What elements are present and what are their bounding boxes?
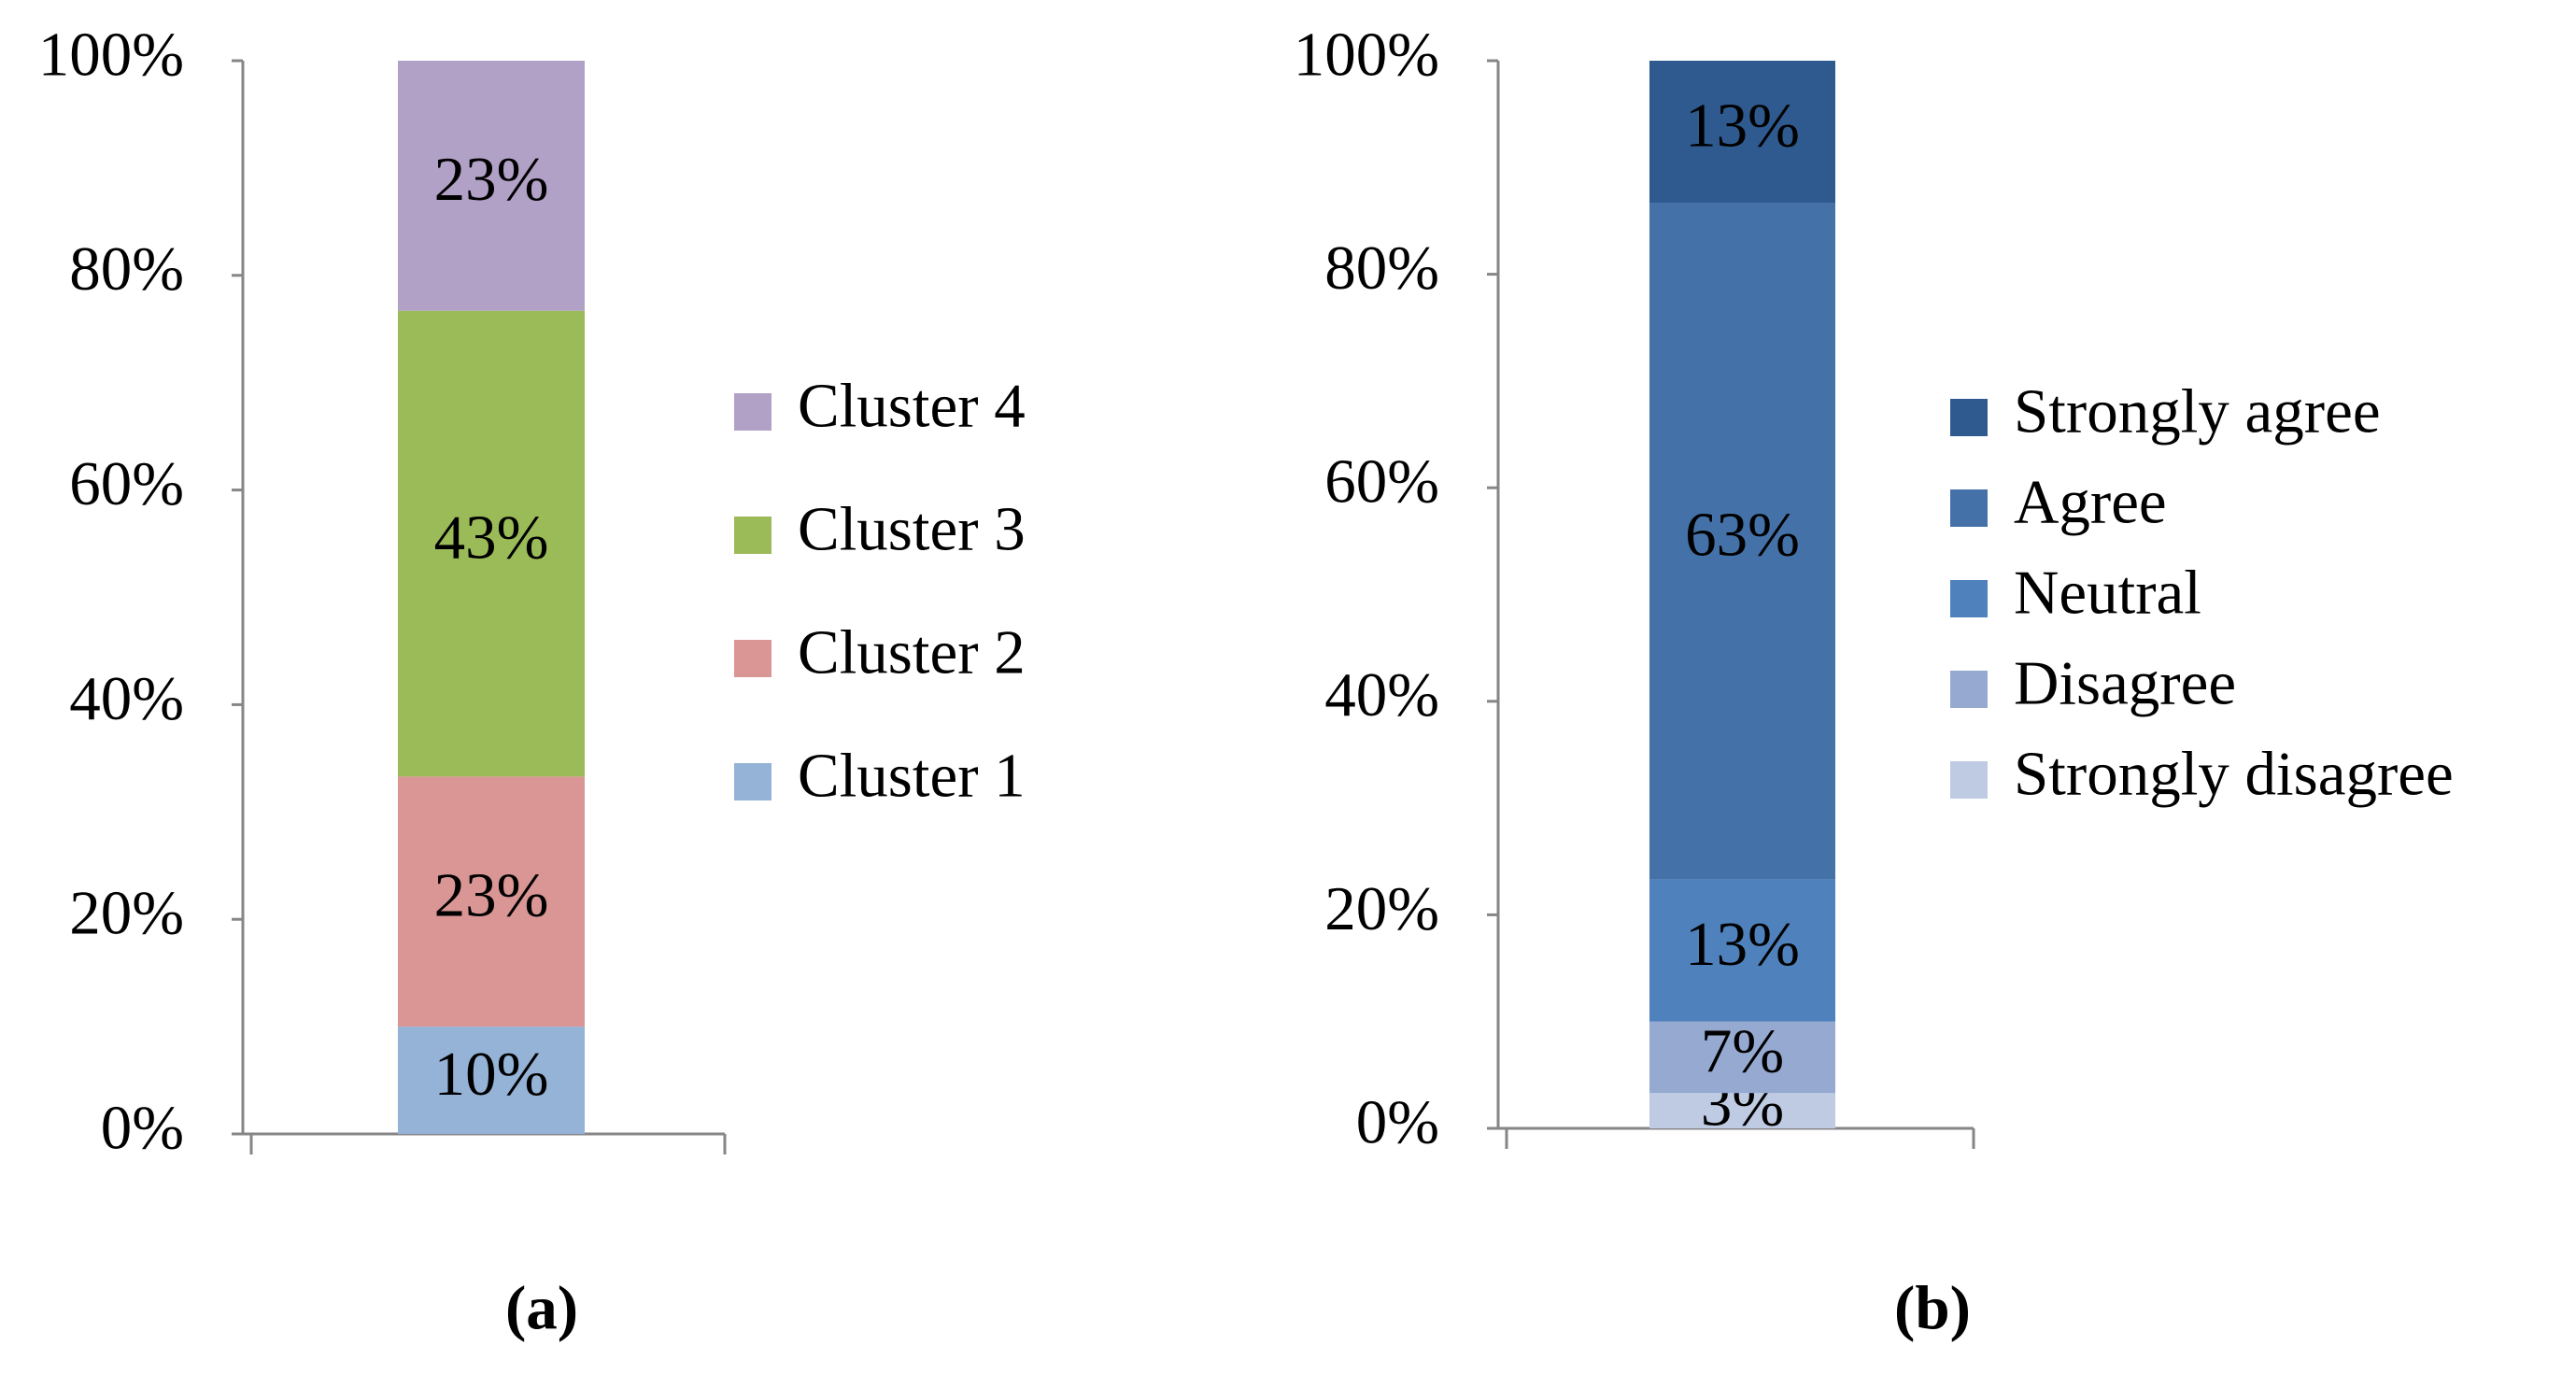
legend-label: Cluster 1 bbox=[798, 741, 1026, 810]
data-label: 23% bbox=[434, 145, 549, 214]
bar-segment bbox=[398, 776, 585, 1027]
y-tick-label: 0% bbox=[1356, 1087, 1439, 1156]
legend-label: Cluster 4 bbox=[798, 371, 1026, 440]
legend-swatch bbox=[734, 763, 771, 800]
y-tick-label: 60% bbox=[1324, 447, 1439, 517]
legend-swatch bbox=[1950, 489, 1988, 527]
y-tick-label: 60% bbox=[69, 449, 184, 518]
data-label: 10% bbox=[434, 1040, 549, 1109]
y-tick-label: 100% bbox=[1294, 20, 1439, 89]
legend-swatch bbox=[1950, 671, 1988, 708]
data-label: 13% bbox=[1685, 91, 1800, 160]
bar-segment bbox=[398, 1027, 585, 1134]
legend-swatch bbox=[734, 640, 771, 677]
legend-swatch bbox=[1950, 761, 1988, 799]
y-tick-label: 40% bbox=[69, 664, 184, 733]
legend-label: Agree bbox=[2014, 467, 2167, 536]
legend-label: Neutral bbox=[2014, 558, 2201, 627]
bar-segment bbox=[1649, 1093, 1835, 1128]
bar-segment bbox=[1649, 1021, 1835, 1094]
y-tick-label: 80% bbox=[1324, 234, 1439, 303]
data-label: 7% bbox=[1701, 1016, 1784, 1085]
bar-segment bbox=[1649, 879, 1835, 1022]
caption: (b) bbox=[1894, 1273, 1971, 1342]
legend-swatch bbox=[734, 517, 771, 554]
bar-segment bbox=[1649, 203, 1835, 880]
legend-swatch bbox=[734, 393, 771, 431]
legend-swatch bbox=[1950, 399, 1988, 436]
data-label: 23% bbox=[434, 861, 549, 930]
y-tick-label: 40% bbox=[1324, 660, 1439, 729]
bar-segment bbox=[1649, 61, 1835, 204]
data-label: 63% bbox=[1685, 501, 1800, 570]
legend-label: Strongly agree bbox=[2014, 376, 2381, 446]
legend-label: Disagree bbox=[2014, 648, 2236, 717]
legend-label: Cluster 2 bbox=[798, 617, 1026, 687]
data-label: 13% bbox=[1685, 910, 1800, 979]
legend-label: Strongly disagree bbox=[2014, 739, 2454, 808]
data-label: 43% bbox=[434, 503, 549, 572]
caption: (a) bbox=[505, 1273, 578, 1342]
legend-swatch bbox=[1950, 580, 1988, 617]
bar-segment bbox=[398, 61, 585, 311]
bar-segment bbox=[398, 310, 585, 777]
y-tick-label: 80% bbox=[69, 234, 184, 304]
legend-label: Cluster 3 bbox=[798, 494, 1026, 563]
y-tick-label: 20% bbox=[69, 879, 184, 948]
y-tick-label: 100% bbox=[38, 20, 184, 89]
y-tick-label: 0% bbox=[101, 1093, 184, 1162]
y-tick-label: 20% bbox=[1324, 874, 1439, 943]
